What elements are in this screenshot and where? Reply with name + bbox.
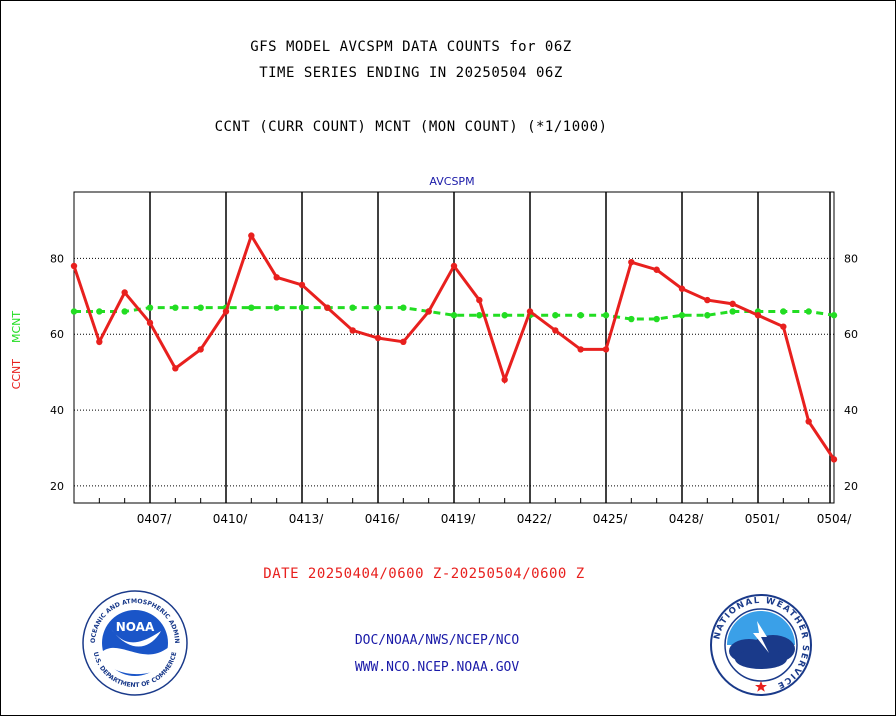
x-tick-label: 0413/ [289,512,325,526]
y-tick-label-right: 60 [844,328,858,341]
plot-title: AVCSPM [429,175,474,188]
data-point-ccnt [501,376,508,383]
data-point-ccnt [248,232,255,239]
data-point-ccnt [552,327,559,334]
data-point-ccnt [121,289,128,296]
y-axis-label-mcnt: MCNT [10,311,23,343]
data-point-ccnt [577,346,584,353]
data-point-mcnt [704,312,711,319]
x-tick-label: 0425/ [593,512,629,526]
data-point-ccnt [602,346,610,353]
data-point-mcnt [374,304,382,311]
data-point-mcnt [273,304,280,311]
data-point-mcnt [501,312,508,319]
y-tick-label-left: 40 [50,404,64,417]
date-range-label: DATE 20250404/0600 Z-20250504/0600 Z [263,566,585,582]
data-point-mcnt [96,308,103,315]
y-tick-label-right: 40 [844,404,858,417]
data-point-ccnt [374,334,382,342]
data-point-mcnt [121,308,128,315]
data-point-mcnt [197,304,204,311]
data-point-mcnt [602,312,610,319]
x-tick-label: 0419/ [441,512,477,526]
data-point-mcnt [476,312,483,319]
y-axis-label-ccnt: CCNT [10,359,23,390]
y-tick-label-right: 20 [844,480,858,493]
data-point-ccnt [273,274,280,281]
data-point-ccnt [425,308,432,315]
data-point-mcnt [678,312,686,319]
data-point-ccnt [324,304,331,311]
data-point-ccnt [450,262,458,270]
data-point-mcnt [298,304,306,311]
data-point-ccnt [70,262,78,270]
website-link[interactable]: WWW.NCO.NCEP.NOAA.GOV [354,660,520,675]
data-point-ccnt [628,258,635,266]
data-point-ccnt [146,319,154,327]
data-point-mcnt [628,315,635,323]
data-point-ccnt [298,281,306,289]
chart-title-line2: TIME SERIES ENDING IN 20250504 06Z [259,65,563,81]
data-point-ccnt [830,456,838,463]
data-point-ccnt [476,296,483,304]
data-point-ccnt [526,308,534,315]
x-tick-label: 0428/ [669,512,705,526]
data-point-mcnt [400,304,407,311]
x-tick-label: 0410/ [213,512,249,526]
data-point-ccnt [780,323,787,330]
x-tick-label: 0416/ [365,512,401,526]
y-tick-label-left: 80 [50,252,64,265]
data-point-ccnt [729,300,736,308]
noaa-center-text: NOAA [116,620,155,634]
data-point-mcnt [450,312,458,319]
data-point-mcnt [729,308,736,315]
x-tick-label: 0407/ [137,512,173,526]
chart-title-line3: CCNT (CURR COUNT) MCNT (MON COUNT) (*1/1… [214,119,608,135]
x-tick-label: 0501/ [745,512,781,526]
data-point-mcnt [780,308,787,315]
data-point-ccnt [222,308,230,315]
data-point-ccnt [400,338,407,346]
agency-label: DOC/NOAA/NWS/NCEP/NCO [354,633,520,648]
data-point-mcnt [172,304,179,311]
data-point-mcnt [552,312,559,319]
data-point-ccnt [678,285,686,292]
data-point-mcnt [349,304,356,311]
data-point-mcnt [70,308,78,315]
x-tick-label: 0504/ [817,512,853,526]
data-point-mcnt [805,308,812,315]
data-point-ccnt [197,346,204,353]
data-point-ccnt [653,266,660,273]
data-point-ccnt [349,327,356,334]
data-point-ccnt [805,418,812,425]
data-point-ccnt [704,296,711,304]
data-point-mcnt [146,304,154,311]
data-point-mcnt [577,312,584,319]
y-tick-label-left: 20 [50,480,64,493]
data-point-mcnt [653,315,660,323]
data-point-mcnt [248,304,255,311]
x-tick-label: 0422/ [517,512,553,526]
y-tick-label-right: 80 [844,252,858,265]
data-point-ccnt [754,312,762,319]
chart-plot: 20 20 40 40 60 60 80 80 0407/0410/0413/0416/0419… [10,175,858,526]
data-point-mcnt [830,312,838,319]
nws-logo-icon: NATIONAL WEATHER SERVICE [710,594,812,696]
chart-title-line1: GFS MODEL AVCSPM DATA COUNTS for 06Z [250,39,572,55]
y-tick-label-left: 60 [50,328,64,341]
noaa-logo-icon: NOAA NATIONAL OCEANIC AND ATMOSPHERIC AD… [81,589,188,696]
data-point-ccnt [96,338,103,346]
data-point-ccnt [172,365,179,372]
